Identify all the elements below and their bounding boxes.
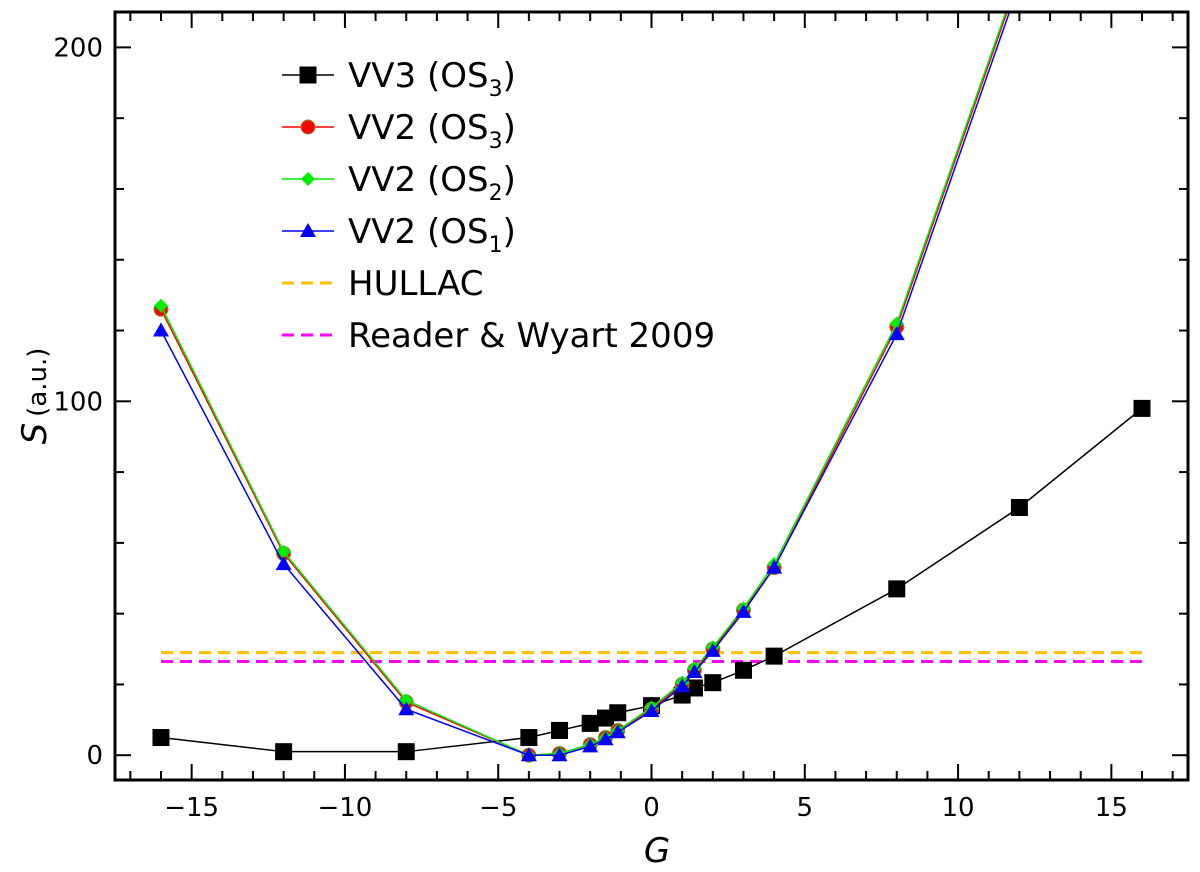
legend-entry-hullac: HULLAC — [282, 264, 484, 304]
data-point-vv3-os3 — [1010, 498, 1028, 516]
data-point-vv2-os2 — [399, 693, 414, 708]
plot-frame — [113, 10, 1190, 782]
data-point-vv2-os2 — [276, 544, 291, 559]
data-point-vv2-os1 — [582, 738, 599, 753]
legend-label-end: ) — [503, 212, 516, 252]
legend-label-subscript: 3 — [489, 77, 503, 102]
legend-label: VV2 (OS2) — [348, 160, 516, 206]
legend-swatch-marker — [299, 66, 317, 84]
series-line-vv2-os3 — [160, 12, 1008, 756]
series-layer — [152, 12, 1151, 763]
data-point-vv3-os3 — [581, 714, 599, 732]
y-tick-label: 100 — [53, 387, 103, 417]
legend-label: VV2 (OS3) — [348, 108, 516, 154]
data-point-vv3-os3 — [275, 743, 293, 761]
data-point-vv2-os2 — [889, 316, 904, 331]
data-point-vv2-os2 — [153, 298, 168, 313]
data-point-vv3-os3 — [520, 729, 538, 747]
data-point-vv3-os3 — [1133, 399, 1151, 417]
y-axis-title: S (a.u.) — [15, 348, 55, 445]
data-point-vv2-os1 — [643, 702, 660, 717]
data-point-vv2-os1 — [398, 701, 415, 716]
data-point-vv2-os1 — [686, 664, 703, 679]
legend-label-main: VV2 (OS — [348, 212, 489, 252]
legend: VV3 (OS3)VV2 (OS3)VV2 (OS2)VV2 (OS1)HULL… — [282, 56, 715, 356]
x-tick-label: −15 — [164, 793, 219, 823]
data-point-vv2-os1 — [609, 724, 626, 739]
data-point-vv3-os3 — [734, 661, 752, 679]
legend-label-main: VV2 (OS — [348, 108, 489, 148]
legend-label-end: ) — [503, 56, 516, 96]
data-point-vv2-os1 — [152, 322, 169, 337]
data-point-vv3-os3 — [888, 580, 906, 598]
x-tick-label: −5 — [479, 793, 517, 823]
legend-label-end: ) — [503, 160, 516, 200]
data-point-vv3-os3 — [765, 647, 783, 665]
legend-label-main: Reader & Wyart 2009 — [348, 316, 715, 356]
legend-label-main: VV3 (OS — [348, 56, 489, 96]
data-point-vv2-os1 — [735, 603, 752, 618]
data-point-vv2-os1 — [766, 559, 783, 574]
y-axis-title-unit: (a.u.) — [23, 348, 53, 417]
x-tick-label: 5 — [797, 793, 814, 823]
legend-label-end: ) — [503, 108, 516, 148]
data-point-vv3-os3 — [397, 743, 415, 761]
data-point-vv3-os3 — [551, 721, 569, 739]
y-axis-title-symbol: S — [15, 423, 55, 445]
legend-label: Reader & Wyart 2009 — [348, 316, 715, 356]
legend-label: VV2 (OS1) — [348, 212, 516, 258]
legend-entry-reader-wyart-2009: Reader & Wyart 2009 — [282, 316, 715, 356]
x-axis-title: G — [644, 831, 670, 871]
x-tick-label: 15 — [1095, 793, 1128, 823]
y-tick-label: 200 — [53, 33, 103, 63]
legend-label: VV3 (OS3) — [348, 56, 516, 102]
tick-labels: −15 −10 −5 0 5 10 15 0 100 200 — [53, 33, 1128, 823]
legend-label-subscript: 3 — [489, 129, 503, 154]
data-point-vv2-os1 — [704, 642, 721, 657]
legend-swatch-marker — [300, 223, 316, 237]
data-point-vv2-os1 — [275, 556, 292, 571]
legend-swatch-marker — [300, 119, 316, 135]
legend-entry-vv2-os1: VV2 (OS1) — [282, 212, 516, 258]
series-line-vv2-os2 — [160, 12, 1007, 756]
data-point-vv2-os1 — [888, 326, 905, 341]
x-tick-label: −10 — [317, 793, 372, 823]
data-point-vv3-os3 — [609, 704, 627, 722]
legend-label: HULLAC — [348, 264, 484, 304]
legend-label-subscript: 1 — [489, 233, 503, 258]
series-line-vv2-os1 — [160, 12, 1011, 756]
data-point-vv2-os1 — [597, 731, 614, 746]
data-point-vv2-os1 — [674, 678, 691, 693]
data-point-vv2-os1 — [520, 747, 537, 762]
legend-entry-vv2-os2: VV2 (OS2) — [282, 160, 516, 206]
legend-entry-vv3-os3: VV3 (OS3) — [282, 56, 516, 102]
axis-ticks — [115, 12, 1188, 780]
legend-entry-vv2-os3: VV2 (OS3) — [282, 108, 516, 154]
legend-label-main: VV2 (OS — [348, 160, 489, 200]
data-point-vv2-os1 — [551, 747, 568, 762]
x-tick-label: 10 — [942, 793, 975, 823]
y-tick-label: 0 — [86, 741, 103, 771]
data-point-vv3-os3 — [704, 674, 722, 692]
x-tick-label: 0 — [643, 793, 660, 823]
legend-label-main: HULLAC — [348, 264, 484, 304]
data-point-vv3-os3 — [152, 729, 170, 747]
legend-label-subscript: 2 — [489, 181, 503, 206]
legend-swatch-marker — [301, 172, 315, 186]
